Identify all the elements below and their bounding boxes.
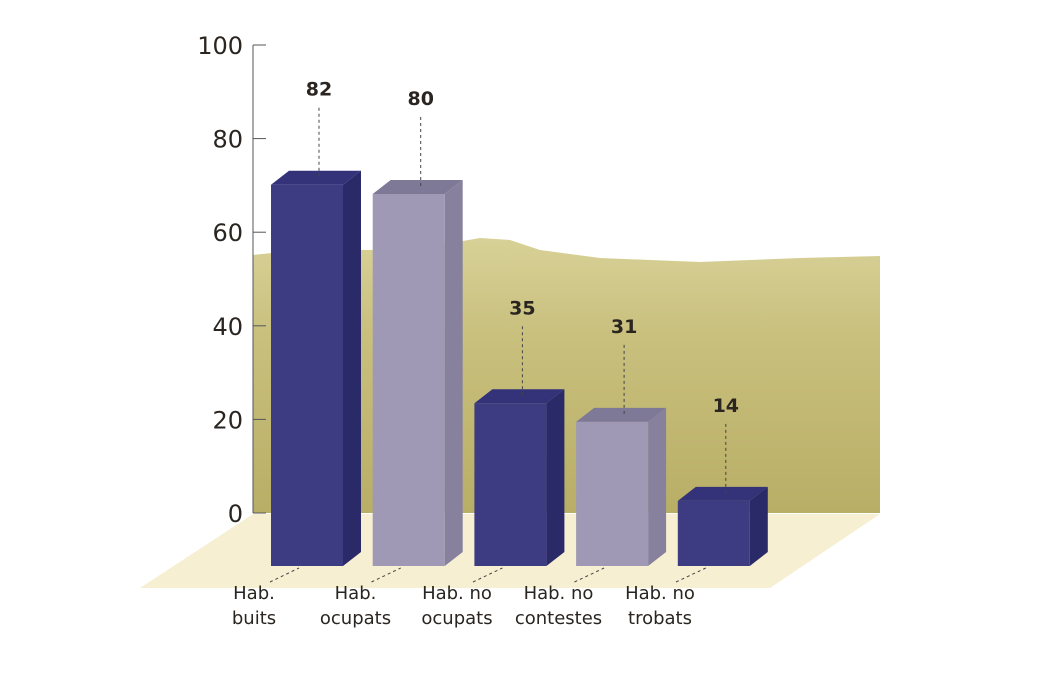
data-label: 31: [611, 316, 637, 338]
bar-front: [271, 184, 343, 566]
bar-front: [474, 403, 547, 566]
bar: 31: [576, 316, 667, 566]
category-label: Hab. no ocupats: [421, 567, 503, 629]
bar-side: [546, 389, 565, 566]
bar-top: [576, 407, 667, 422]
category-label-line: ocupats: [421, 608, 492, 629]
bar-top: [271, 170, 361, 185]
y-axis: 0 20 40 60 80 100: [197, 32, 266, 528]
category-label: Hab. buits: [232, 567, 300, 629]
category-label-line: Hab. no: [625, 583, 695, 604]
data-label: 82: [306, 79, 332, 101]
data-label: 35: [509, 297, 535, 319]
y-tick-label: 20: [212, 406, 243, 434]
category-label-line: trobats: [628, 608, 692, 629]
y-tick-label: 0: [228, 500, 243, 528]
data-label: 80: [407, 88, 433, 110]
category-label-line: Hab.: [335, 583, 377, 604]
bar-top: [677, 486, 768, 501]
y-tick-label: 60: [212, 219, 243, 247]
category-label-line: Hab. no: [524, 583, 594, 604]
bars: 82 80 35 31 14: [271, 79, 768, 566]
y-tick-label: 80: [212, 126, 243, 154]
bar-front: [576, 421, 649, 566]
category-label-line: Hab.: [233, 583, 275, 604]
category-label-line: Hab. no: [422, 583, 492, 604]
category-label-line: contestes: [515, 608, 602, 629]
data-label: 14: [713, 395, 739, 417]
y-tick-label: 40: [212, 313, 243, 341]
bar: 14: [677, 395, 768, 566]
category-label-line: buits: [232, 608, 276, 629]
bar: 35: [474, 297, 565, 566]
bar-front: [677, 500, 750, 566]
category-label: Hab. no contestes: [515, 567, 605, 629]
bar-side: [343, 170, 361, 566]
bar-side: [444, 180, 463, 566]
bar-front: [372, 194, 445, 566]
bar-top: [372, 180, 463, 194]
category-label: Hab. no trobats: [625, 567, 707, 629]
bar: 82: [271, 79, 361, 566]
bar-side: [648, 407, 667, 566]
y-tick-label: 100: [197, 32, 243, 60]
category-label-line: ocupats: [320, 608, 391, 629]
category-label: Hab. ocupats: [320, 567, 401, 629]
bar-side: [749, 486, 768, 566]
category-leader: [371, 567, 401, 583]
bar-top: [474, 389, 565, 404]
category-leader: [269, 567, 300, 583]
bar: 80: [372, 88, 463, 566]
